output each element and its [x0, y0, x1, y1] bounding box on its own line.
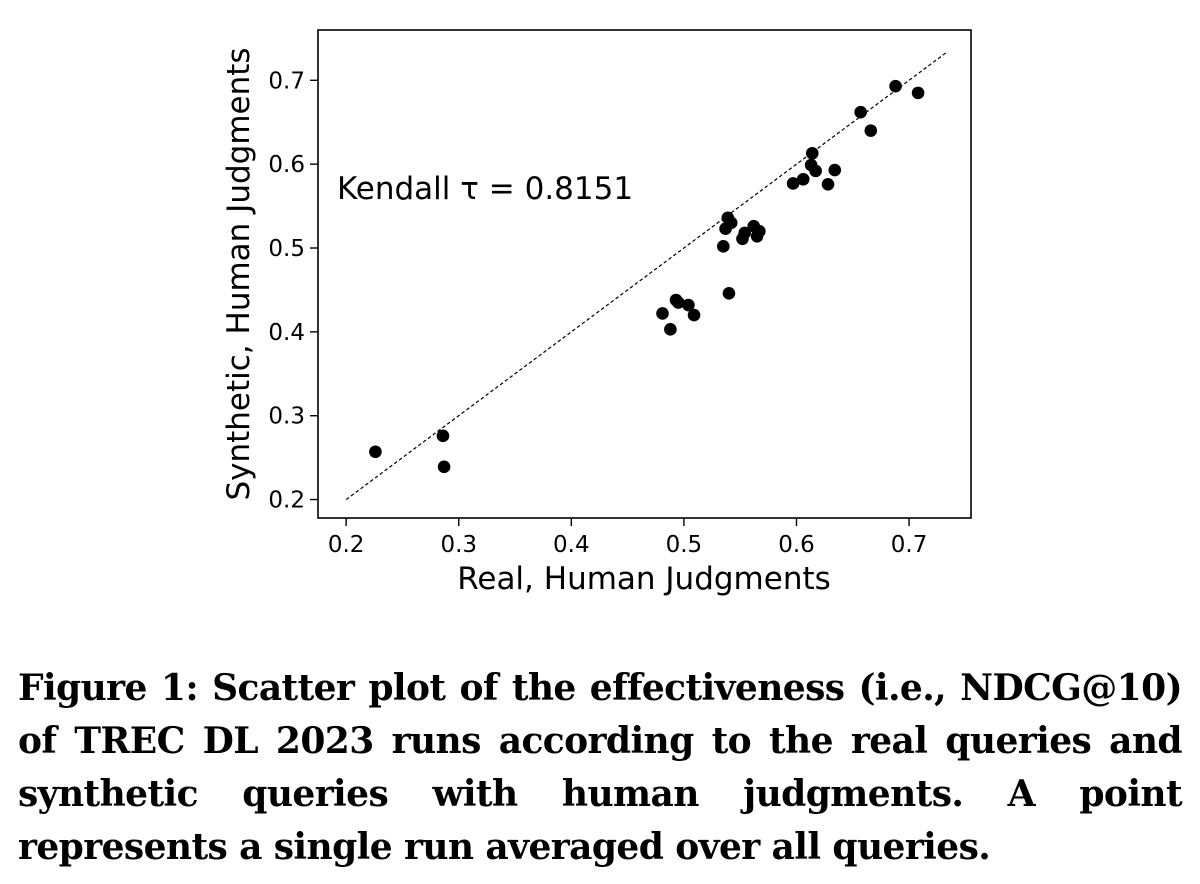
x-axis-label: Real, Human Judgments: [457, 561, 831, 597]
x-tick-label: 0.5: [666, 532, 703, 558]
scatter-point-8: [682, 298, 695, 312]
y-tick-label: 0.5: [268, 236, 305, 262]
scatter-point-29: [889, 79, 902, 93]
scatter-point-2: [436, 429, 450, 443]
scatter-point-5: [664, 323, 677, 336]
figure-caption: Figure 1: Scatter plot of the effectiven…: [18, 667, 1183, 868]
scatter-point-20: [786, 177, 800, 190]
y-tick-label: 0.6: [268, 152, 305, 178]
scatter-point-14: [724, 216, 738, 230]
scatter-point-28: [864, 124, 878, 137]
x-tick-label: 0.6: [778, 532, 815, 558]
scatter-point-23: [805, 146, 819, 160]
plot-frame: [317, 29, 972, 519]
scatter-point-30: [911, 86, 925, 100]
scatter-point-19: [753, 224, 766, 238]
x-tick-label: 0.7: [891, 532, 928, 558]
y-tick-label: 0.3: [268, 404, 305, 430]
scatter-point-9: [687, 308, 701, 322]
y-tick-label: 0.4: [268, 320, 305, 346]
reference-line: [345, 52, 947, 501]
x-tick-label: 0.4: [553, 532, 590, 558]
y-tick-label: 0.2: [268, 488, 305, 514]
scatter-point-13: [722, 286, 736, 300]
scatter-point-7: [671, 296, 685, 309]
kendall-annotation: Kendall τ = 0.8151: [337, 171, 633, 207]
scatter-chart: 0.2 0.3 0.4 0.5 0.6 0.7 0.2 0.3 0.4 0.5 0.6 0.7 Ke…: [221, 29, 972, 597]
scatter-point-10: [717, 240, 730, 253]
scatter-point-4: [656, 307, 669, 320]
scatter-point-27: [854, 105, 867, 119]
scatter-point-3: [437, 460, 451, 474]
scatter-point-1: [369, 445, 382, 459]
x-tick-label: 0.2: [328, 532, 365, 558]
y-axis-label: Synthetic, Human Judgments: [221, 47, 257, 500]
x-tick-label: 0.3: [440, 532, 477, 558]
scatter-point-25: [821, 177, 835, 191]
scatter-point-24: [809, 164, 822, 178]
y-tick-label: 0.7: [268, 68, 305, 94]
scatter-point-21: [796, 172, 810, 186]
scatter-point-26: [828, 163, 842, 177]
scatter-point-16: [738, 226, 752, 240]
